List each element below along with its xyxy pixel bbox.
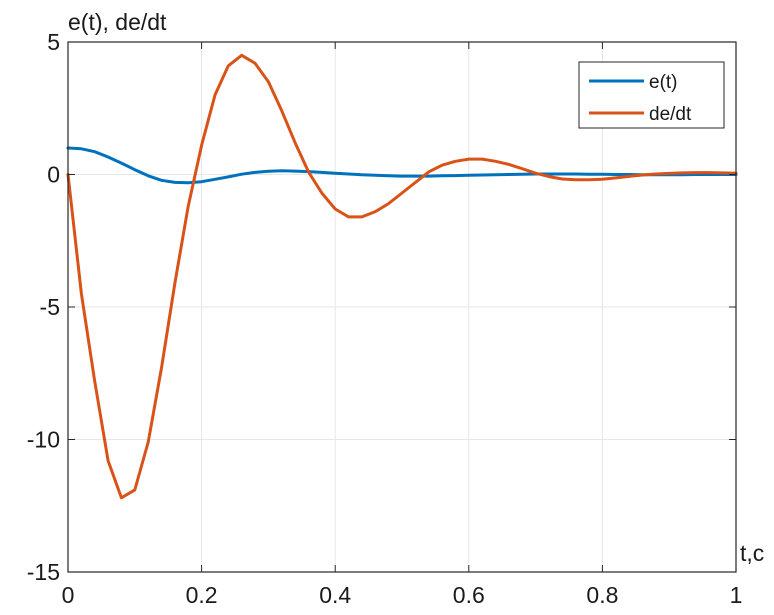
series-line-dedt: [66, 53, 738, 500]
y-tick-label: -15: [27, 559, 60, 585]
ticks: [67, 41, 737, 573]
legend-box: [578, 61, 725, 129]
x-tick-label: 0.2: [186, 582, 218, 608]
legend-label-e: e(t): [649, 72, 678, 93]
legend: e(t) de/dt: [578, 61, 725, 129]
y-tick-labels: -15 -10 -5 0 5: [27, 29, 60, 585]
series-lines: [66, 53, 738, 500]
x-tick-labels: 0 0.2 0.4 0.6 0.8 1: [62, 582, 743, 608]
y-axis-label: e(t), de/dt: [68, 9, 167, 35]
legend-label-dedt: de/dt: [649, 104, 692, 125]
y-tick-label: -5: [40, 294, 60, 320]
x-tick-label: 0.8: [586, 582, 618, 608]
x-tick-label: 0: [62, 582, 75, 608]
series-line-e: [66, 146, 738, 185]
x-tick-label: 0.4: [319, 582, 351, 608]
x-axis-label: t,c: [740, 540, 764, 566]
y-tick-label: 0: [47, 162, 60, 188]
x-tick-label: 1: [730, 582, 743, 608]
x-tick-label: 0.6: [453, 582, 485, 608]
y-tick-label: -10: [27, 427, 60, 453]
y-tick-label: 5: [47, 29, 60, 55]
